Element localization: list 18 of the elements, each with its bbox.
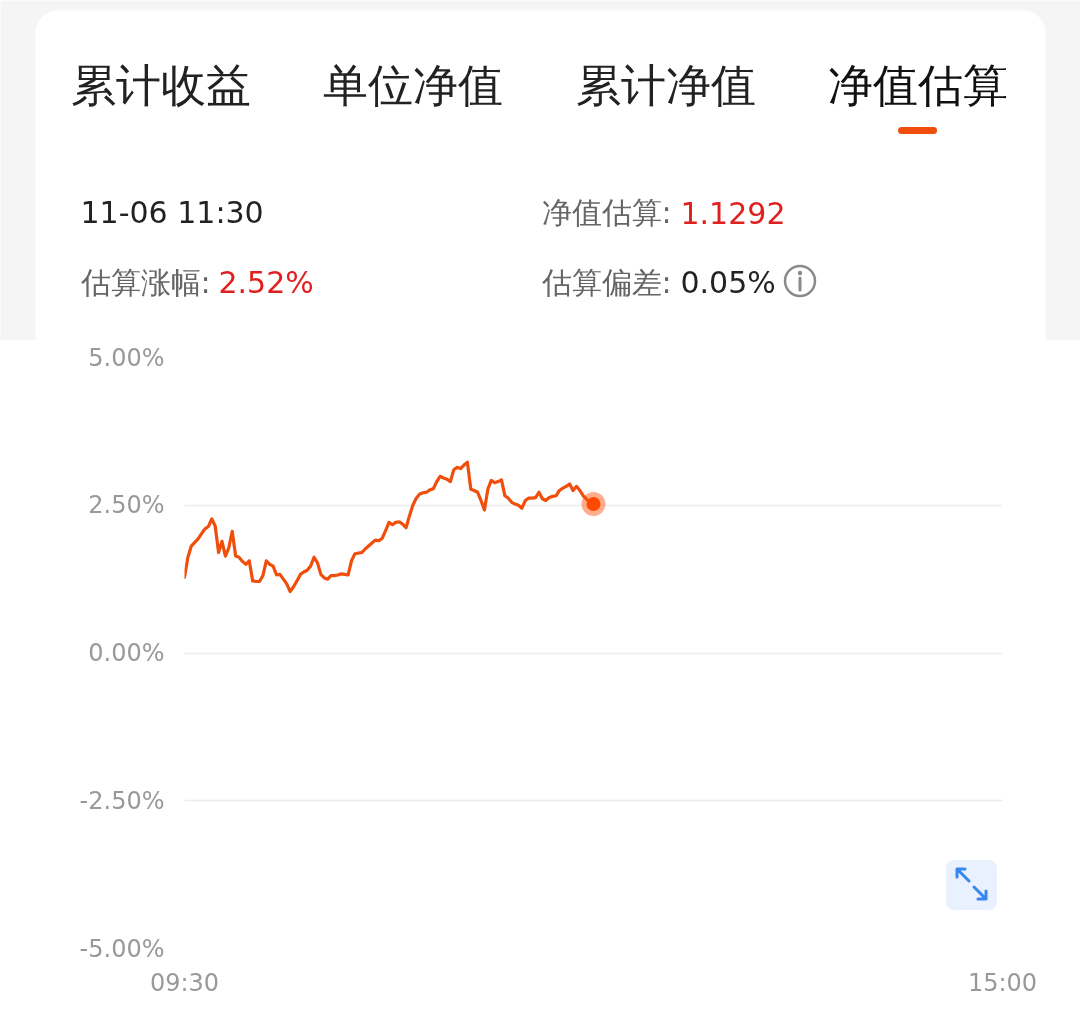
text: 单位净值 — [322, 59, 503, 112]
y-tick-label: -2.50% — [79, 786, 165, 815]
x-tick-label: 09:30 — [149, 968, 220, 997]
text: 累计净值 — [575, 59, 756, 112]
y-tick-label: -5.00% — [79, 934, 165, 963]
text: 11-06 11:30 — [80, 195, 264, 230]
text: 净值估算 — [827, 59, 1008, 112]
text: 1.1292 — [680, 195, 786, 231]
text: 累计收益 — [70, 59, 251, 112]
text: 0.05% — [680, 265, 776, 300]
y-tick-label: 0.00% — [88, 639, 165, 667]
text: 净值估算: — [541, 195, 672, 230]
text: 2.52% — [218, 265, 314, 300]
y-tick-label: 5.00% — [88, 343, 165, 372]
y-tick-label: 2.50% — [88, 491, 165, 520]
text: 估算偏差: — [540, 265, 672, 300]
text: 估算涨幅: — [79, 265, 211, 300]
x-tick-label: 15:00 — [967, 968, 1038, 997]
